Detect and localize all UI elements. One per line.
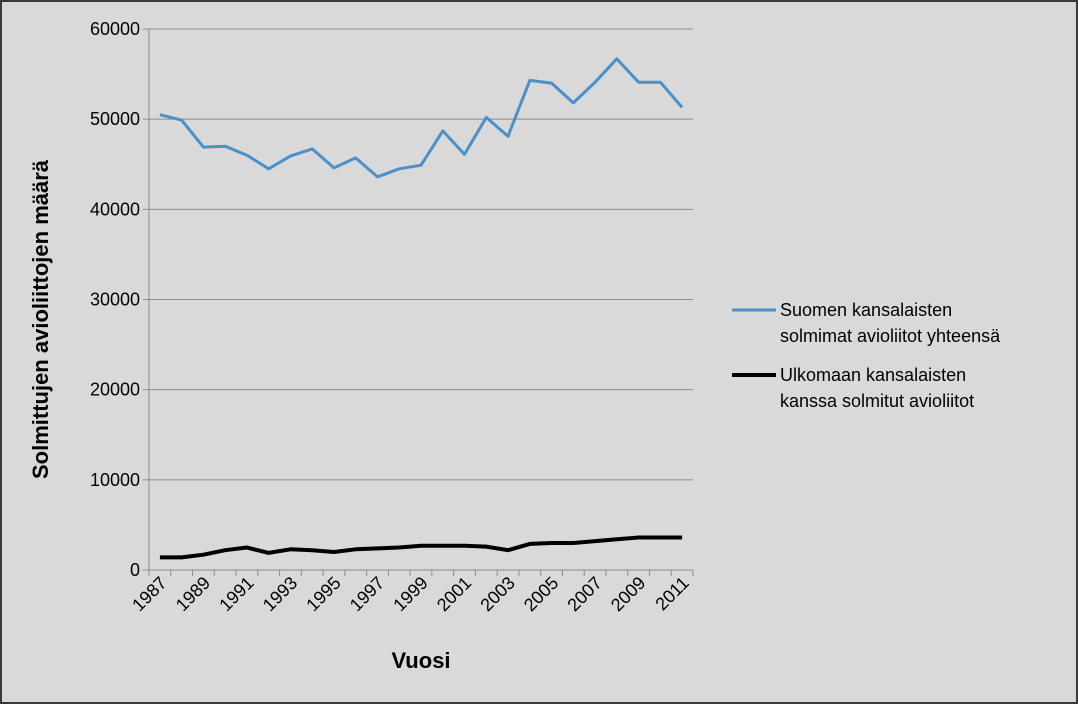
data-point [159, 557, 160, 558]
x-tick-label: 2009 [607, 573, 649, 615]
data-point [399, 547, 400, 548]
data-point [573, 102, 574, 103]
data-point [660, 537, 661, 538]
data-point [486, 546, 487, 547]
data-point [529, 80, 530, 81]
data-point [616, 58, 617, 59]
y-tick-label: 40000 [90, 199, 140, 219]
y-tick-label: 50000 [90, 109, 140, 129]
x-tick-label: 1991 [215, 573, 257, 615]
data-point [355, 549, 356, 550]
data-point [638, 82, 639, 83]
y-axis-title: Solmittujen avioliittojen määrä [28, 159, 53, 479]
legend-label: Ulkomaan kansalaisten [780, 365, 966, 385]
legend-label: solmimat avioliitot yhteensä [780, 326, 1001, 346]
series-line-2 [159, 535, 683, 560]
data-point [268, 168, 269, 169]
x-tick-label: 1995 [302, 573, 344, 615]
data-point [203, 147, 204, 148]
legend: Suomen kansalaisten solmimat avioliitot y… [732, 300, 1001, 411]
x-tick-label: 2011 [651, 573, 693, 615]
data-point [312, 148, 313, 149]
data-point [290, 549, 291, 550]
x-tick-label: 1993 [259, 573, 301, 615]
data-point [551, 83, 552, 84]
data-point [464, 545, 465, 546]
y-tick-label: 30000 [90, 290, 140, 310]
data-point [377, 176, 378, 177]
data-point [355, 157, 356, 158]
data-point [399, 168, 400, 169]
x-tick-label: 2003 [476, 573, 518, 615]
x-tick-label: 2007 [563, 573, 605, 615]
data-point [529, 543, 530, 544]
x-tick-label: 2005 [520, 573, 562, 615]
data-point [246, 155, 247, 156]
data-point [464, 154, 465, 155]
legend-label: Suomen kansalaisten [780, 300, 952, 320]
data-point [508, 136, 509, 137]
y-tick-labels: 0 10000 20000 30000 40000 50000 60000 [90, 19, 140, 580]
data-point [290, 156, 291, 157]
data-point [377, 548, 378, 549]
data-point [682, 107, 683, 108]
data-point [181, 557, 182, 558]
data-point [312, 550, 313, 551]
data-point [551, 542, 552, 543]
data-point [421, 545, 422, 546]
data-point [225, 146, 226, 147]
data-point [421, 165, 422, 166]
y-tick-label: 10000 [90, 470, 140, 490]
data-point [573, 542, 574, 543]
y-tick-label: 20000 [90, 380, 140, 400]
data-point [442, 545, 443, 546]
data-point [682, 537, 683, 538]
x-tick-label: 1997 [346, 573, 388, 615]
x-tick-label: 1999 [389, 573, 431, 615]
gridlines [143, 28, 693, 571]
y-tick-label: 0 [130, 560, 140, 580]
data-point [159, 114, 160, 115]
legend-label: kanssa solmitut avioliitot [780, 391, 974, 411]
data-point [595, 82, 596, 83]
data-point [660, 82, 661, 83]
data-point [508, 550, 509, 551]
data-point [616, 539, 617, 540]
data-point [225, 550, 226, 551]
x-tick-labels: 1987 1989 1991 1993 1995 1997 1999 2001 2003 2005… [128, 573, 693, 615]
data-point [442, 130, 443, 131]
x-tick-label: 1989 [172, 573, 214, 615]
data-point [486, 117, 487, 118]
axes [148, 29, 694, 576]
data-point [638, 537, 639, 538]
series-line-1 [159, 57, 684, 179]
data-point [181, 120, 182, 121]
data-point [595, 541, 596, 542]
y-tick-label: 60000 [90, 19, 140, 39]
data-point [333, 551, 334, 552]
data-point [246, 547, 247, 548]
data-point [203, 554, 204, 555]
x-tick-label: 2001 [433, 573, 475, 615]
data-point [333, 167, 334, 168]
x-axis-title: Vuosi [391, 648, 450, 673]
series-lines [159, 57, 684, 560]
data-point [268, 552, 269, 553]
